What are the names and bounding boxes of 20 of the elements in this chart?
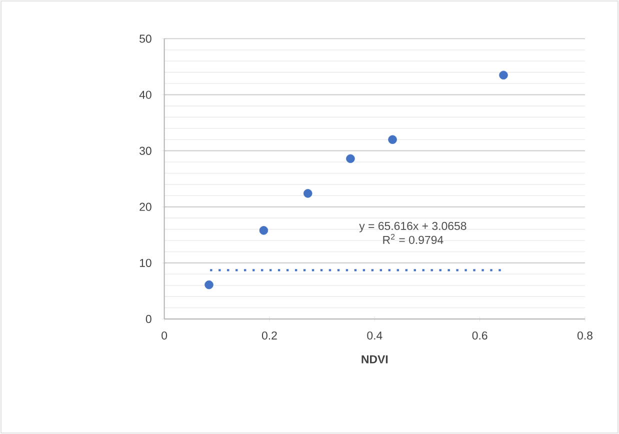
y-tick-label: 20 (140, 202, 152, 211)
x-tick-label: 0.2 (262, 331, 277, 340)
point (204, 280, 214, 290)
y-tick-label: 50 (140, 34, 152, 43)
x-axis-title: NDVI (362, 355, 388, 364)
annotation: y = 65.616x + 3.0658 (359, 222, 466, 232)
point (388, 135, 397, 144)
y-tick-label: 40 (139, 90, 152, 99)
point (499, 70, 508, 80)
x-tick-label: 0.6 (472, 331, 488, 340)
y-tick-label: 30 (140, 146, 152, 155)
y-tick-label: 10 (140, 258, 152, 267)
point (303, 189, 312, 198)
x-tick-label: 0 (162, 331, 168, 340)
point (346, 154, 355, 164)
x-tick-label: 0.4 (367, 331, 382, 340)
annotation: R$^{2}$ = 0.9794 (383, 234, 444, 244)
x-tick-label: 0.8 (577, 331, 592, 340)
y-tick-label: 0 (146, 314, 152, 324)
point (259, 226, 268, 235)
